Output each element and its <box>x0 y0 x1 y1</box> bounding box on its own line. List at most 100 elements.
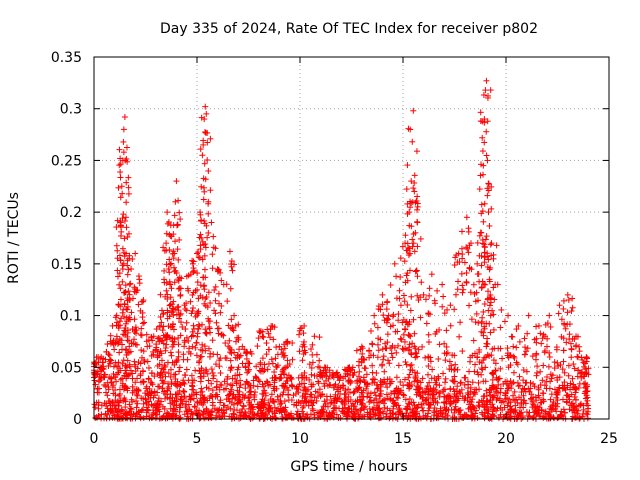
data-point <box>437 389 444 396</box>
data-point <box>532 408 539 415</box>
data-point <box>433 377 440 384</box>
data-point <box>516 382 523 389</box>
data-point <box>192 404 199 411</box>
data-point <box>574 410 581 417</box>
data-point <box>198 385 205 392</box>
data-point <box>185 401 192 408</box>
data-point <box>516 394 523 401</box>
data-point <box>127 405 134 412</box>
data-point <box>156 383 163 390</box>
data-point <box>400 382 407 389</box>
data-point <box>231 406 238 413</box>
data-point <box>547 378 554 385</box>
data-point <box>489 408 496 415</box>
data-point <box>299 393 306 400</box>
data-point <box>502 395 509 402</box>
data-point <box>498 399 505 406</box>
data-point <box>428 375 435 382</box>
data-point <box>288 382 295 389</box>
data-point <box>319 391 326 398</box>
data-point <box>251 411 258 418</box>
data-point <box>426 379 433 386</box>
data-point <box>221 402 228 409</box>
data-point <box>396 408 403 415</box>
data-point <box>238 409 245 416</box>
data-point <box>208 380 215 387</box>
data-point <box>103 389 110 396</box>
data-point <box>155 397 162 404</box>
data-point <box>405 400 412 407</box>
data-point <box>233 379 240 386</box>
data-point <box>277 392 284 399</box>
data-point <box>95 405 102 412</box>
data-point <box>140 400 147 407</box>
data-point <box>546 385 553 392</box>
data-point <box>261 387 268 394</box>
data-point <box>568 400 575 407</box>
data-point <box>400 392 407 399</box>
data-point <box>133 397 140 404</box>
data-point <box>318 406 325 413</box>
data-point <box>164 380 171 387</box>
data-point <box>323 415 330 422</box>
data-point <box>98 411 105 418</box>
data-point <box>348 378 355 385</box>
data-point <box>567 380 574 387</box>
data-point <box>146 413 153 420</box>
data-point <box>104 392 111 399</box>
data-point <box>335 415 342 422</box>
data-point <box>203 405 210 412</box>
data-point <box>540 398 547 405</box>
data-point <box>120 398 127 405</box>
data-point <box>280 389 287 396</box>
data-point <box>351 388 358 395</box>
data-point <box>384 384 391 391</box>
data-point <box>285 397 292 404</box>
data-point <box>300 387 307 394</box>
data-point <box>481 392 488 399</box>
data-point <box>221 410 228 417</box>
data-point <box>580 406 587 413</box>
data-point <box>417 379 424 386</box>
data-point <box>521 385 528 392</box>
data-point <box>190 386 197 393</box>
data-point <box>315 393 322 400</box>
data-point <box>279 391 286 398</box>
data-point <box>423 415 430 422</box>
data-point <box>419 375 426 382</box>
data-point <box>559 396 566 403</box>
data-point <box>511 408 518 415</box>
data-point <box>209 399 216 406</box>
data-point <box>536 394 543 401</box>
data-point <box>255 410 262 417</box>
data-point <box>133 404 140 411</box>
data-point <box>458 386 465 393</box>
data-point <box>151 388 158 395</box>
data-point <box>551 386 558 393</box>
data-point <box>126 401 133 408</box>
data-point <box>265 399 272 406</box>
data-point <box>327 400 334 407</box>
data-point <box>165 383 172 390</box>
data-point <box>316 386 323 393</box>
data-point <box>236 409 243 416</box>
data-point <box>569 375 576 382</box>
data-point <box>164 387 171 394</box>
data-point <box>197 395 204 402</box>
data-point <box>145 391 152 398</box>
data-point <box>406 396 413 403</box>
data-point <box>472 410 479 417</box>
data-point <box>457 379 464 386</box>
data-point <box>583 388 590 395</box>
data-point <box>375 399 382 406</box>
data-point <box>386 407 393 414</box>
data-point <box>183 398 190 405</box>
data-point <box>367 414 374 421</box>
data-point <box>161 388 168 395</box>
data-point <box>447 386 454 393</box>
data-point <box>128 396 135 403</box>
data-point <box>240 402 247 409</box>
data-point <box>427 401 434 408</box>
data-point <box>357 378 364 385</box>
